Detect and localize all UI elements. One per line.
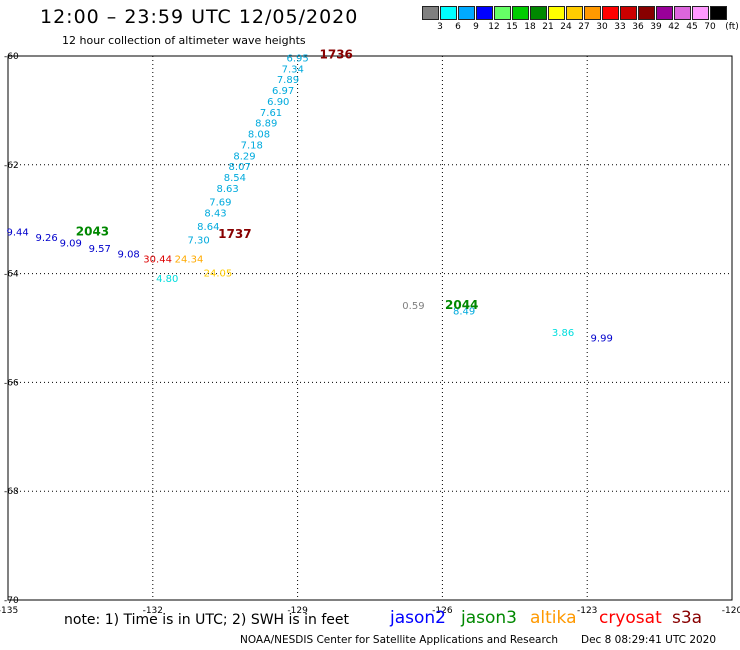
colorbar-swatch (476, 6, 493, 20)
wave-height-label: 8.07 (229, 162, 251, 173)
wave-height-label: 3.86 (552, 328, 574, 339)
x-tick-label: -129 (287, 606, 308, 616)
wave-height-label: 30.44 (143, 255, 172, 266)
colorbar-label: 70 (704, 22, 716, 32)
wave-height-label: 9.57 (89, 244, 111, 255)
colorbar-label: 39 (650, 22, 662, 32)
colorbar-swatch (440, 6, 457, 20)
wave-height-label: 9.44 (7, 228, 29, 239)
satellite-label: jason3 (461, 608, 517, 628)
pass-number-label: 1736 (320, 48, 353, 62)
colorbar-label: 6 (455, 22, 461, 32)
wave-height-label: 9.09 (60, 238, 82, 249)
pass-number-label: 1737 (218, 227, 251, 241)
colorbar-label: 15 (506, 22, 518, 32)
satellite-label: altika (530, 608, 577, 628)
wave-height-label: 7.69 (209, 198, 231, 209)
colorbar-label: 27 (578, 22, 590, 32)
colorbar-label: 24 (560, 22, 572, 32)
color-legend (422, 6, 728, 20)
pass-number-label: 2043 (76, 225, 109, 239)
colorbar-swatch (458, 6, 475, 20)
colorbar-label: 21 (542, 22, 554, 32)
wave-height-label: 7.61 (260, 108, 282, 119)
colorbar-swatch (638, 6, 655, 20)
wave-height-label: 4.80 (156, 274, 178, 285)
colorbar-swatch (602, 6, 619, 20)
wave-height-label: 8.08 (248, 130, 270, 141)
satellite-label: cryosat (599, 608, 662, 628)
colorbar-label: 30 (596, 22, 608, 32)
wave-height-label: 9.26 (35, 233, 57, 244)
satellite-label: jason2 (390, 608, 446, 628)
colorbar-swatch (494, 6, 511, 20)
page-title: 12:00 – 23:59 UTC 12/05/2020 (40, 6, 359, 28)
wave-height-label: 6.97 (272, 86, 294, 97)
colorbar-swatch (584, 6, 601, 20)
x-tick-label: -135 (0, 606, 18, 616)
y-tick-label: -64 (4, 270, 19, 280)
wave-height-label: 7.89 (277, 75, 299, 86)
wave-height-label: 8.63 (216, 184, 238, 195)
colorbar-swatch (530, 6, 547, 20)
colorbar-label: 9 (473, 22, 479, 32)
color-legend-labels: 3 6 9 12 15 18 21 24 27 30 33 36 39 42 45 70 (ft) (422, 22, 740, 34)
footer-note: note: 1) Time is in UTC; 2) SWH is in fe… (64, 612, 350, 628)
colorbar-label: 18 (524, 22, 536, 32)
colorbar-label: 36 (632, 22, 644, 32)
satellite-label: s3a (672, 608, 703, 628)
colorbar-swatch (512, 6, 529, 20)
colorbar-swatch (566, 6, 583, 20)
map-frame (7, 55, 733, 601)
colorbar-swatch (422, 6, 439, 20)
colorbar-unit: (ft) (725, 22, 739, 32)
y-tick-label: -66 (4, 378, 19, 388)
wave-height-label: 6.95 (286, 53, 308, 64)
x-tick-label: -126 (432, 606, 453, 616)
footer-timestamp: Dec 8 08:29:41 UTC 2020 (581, 634, 717, 646)
colorbar-label: 42 (668, 22, 680, 32)
wave-height-label: 8.64 (197, 222, 219, 233)
y-tick-label: -62 (4, 161, 19, 171)
wave-height-label: 7.34 (282, 64, 304, 75)
colorbar-swatch (548, 6, 565, 20)
colorbar-swatch (656, 6, 673, 20)
wave-height-label: 0.59 (402, 301, 424, 312)
wave-height-label: 24.05 (204, 268, 233, 279)
colorbar-swatch (674, 6, 691, 20)
x-tick-label: -120 (722, 606, 740, 616)
wave-height-label: 9.99 (591, 334, 613, 345)
wave-height-label: 8.29 (233, 151, 255, 162)
y-tick-label: -70 (4, 596, 19, 606)
x-tick-label: -123 (577, 606, 597, 616)
y-tick-label: -60 (4, 52, 19, 62)
colorbar-label: 45 (686, 22, 698, 32)
wave-height-label: 6.90 (267, 97, 289, 108)
colorbar-label: 3 (437, 22, 443, 32)
wave-height-label: 8.49 (453, 306, 475, 317)
colorbar-swatch (710, 6, 727, 20)
wave-height-label: 8.89 (255, 119, 277, 130)
colorbar-label: 33 (614, 22, 626, 32)
colorbar-swatch (620, 6, 637, 20)
x-tick-label: -132 (143, 606, 163, 616)
wave-height-label: 8.54 (224, 173, 246, 184)
footer-credit: NOAA/NESDIS Center for Satellite Applica… (240, 634, 558, 646)
wave-height-label: 24.34 (175, 255, 204, 266)
colorbar-swatch (692, 6, 709, 20)
pass-number-label: 2044 (445, 298, 478, 312)
wave-height-label: 7.30 (188, 236, 210, 247)
page-subtitle: 12 hour collection of altimeter wave hei… (62, 34, 306, 47)
wave-height-label: 7.18 (241, 140, 263, 151)
y-tick-label: -68 (4, 487, 19, 497)
colorbar-label: 12 (488, 22, 500, 32)
wave-height-label: 9.08 (118, 249, 140, 260)
wave-height-label: 8.43 (204, 208, 226, 219)
